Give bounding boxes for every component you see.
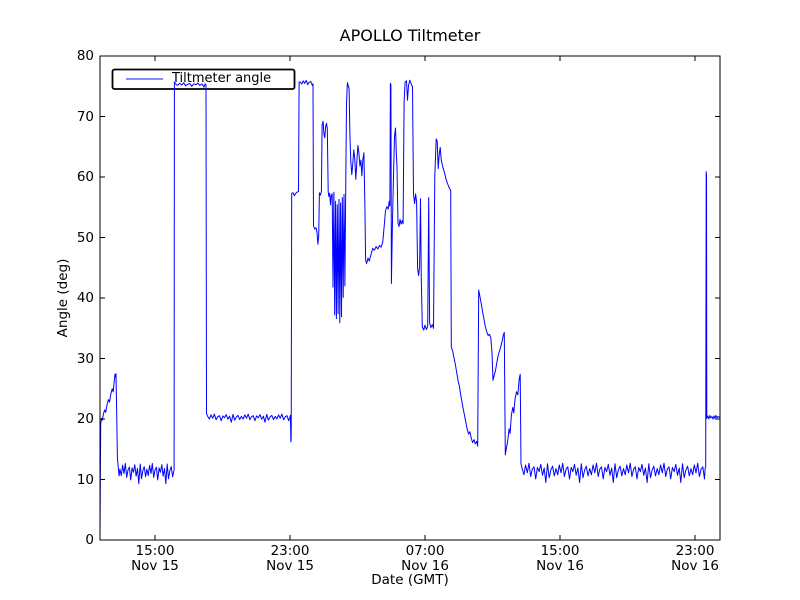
legend-box: [111, 68, 296, 90]
y-tick-label: 40: [76, 290, 94, 306]
x-tick-label: 23:00 Nov 16: [650, 544, 740, 574]
y-tick-label: 20: [76, 411, 94, 427]
y-tick-label: 80: [76, 48, 94, 64]
x-tick-label: 07:00 Nov 16: [380, 544, 470, 574]
x-tick-date: Nov 16: [401, 558, 449, 574]
y-tick-label: 60: [76, 169, 94, 185]
x-tick-date: Nov 16: [671, 558, 719, 574]
x-tick-time: 15:00: [135, 543, 175, 559]
x-tick-label: 15:00 Nov 16: [515, 544, 605, 574]
x-tick-date: Nov 15: [131, 558, 179, 574]
y-tick-label: 50: [76, 229, 94, 246]
x-tick-time: 23:00: [675, 543, 715, 559]
x-tick-label: 23:00 Nov 15: [245, 544, 335, 574]
x-axis-label: Date (GMT): [371, 572, 449, 588]
tick-marks: [100, 55, 720, 541]
y-tick-label: 70: [76, 108, 94, 125]
chart-title: APOLLO Tiltmeter: [339, 26, 481, 45]
x-tick-date: Nov 15: [266, 558, 314, 574]
x-tick-time: 07:00: [405, 543, 445, 559]
x-tick-time: 23:00: [270, 543, 310, 559]
legend-series-label: Tiltmeter angle: [172, 71, 272, 86]
y-tick-label: 10: [76, 471, 94, 488]
x-tick-time: 15:00: [540, 543, 580, 559]
y-tick-label: 0: [85, 532, 94, 548]
y-tick-label: 30: [76, 350, 94, 367]
tiltmeter-line-series: [99, 79, 721, 539]
x-tick-date: Nov 16: [536, 558, 584, 574]
x-tick-label: 15:00 Nov 15: [110, 544, 200, 574]
